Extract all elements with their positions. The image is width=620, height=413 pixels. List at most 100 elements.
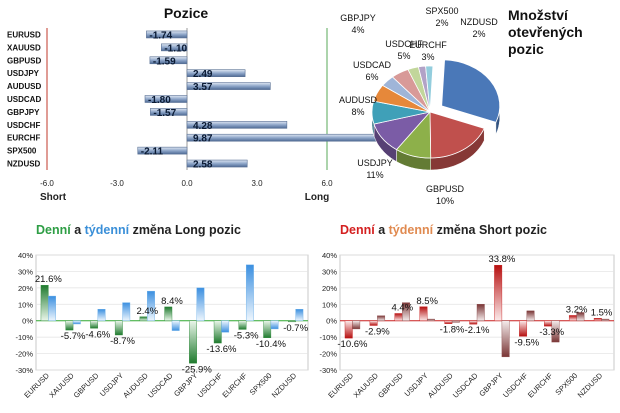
pie-label-value-eurchf: 3% xyxy=(421,52,434,62)
pie-label-name-nzdusd: NZDUSD xyxy=(460,17,498,27)
short-y-tick-label: -10% xyxy=(319,333,337,342)
pie-label-value-xauusd: 19% xyxy=(506,138,524,148)
value-label-xauusd: -1.10 xyxy=(164,43,187,54)
short-data-label-eurusd: -10.6% xyxy=(337,339,368,350)
pie-title-line: otevřených xyxy=(508,24,583,40)
long-title: Denní a týdenní změna Long pozic xyxy=(36,223,241,237)
short-bar-series1-spx500 xyxy=(568,315,577,321)
short-axis-label: Short xyxy=(40,192,67,203)
category-label-xauusd: XAUUSD xyxy=(7,43,41,52)
long-y-tick-label: -10% xyxy=(15,333,33,342)
short-x-label-nzdusd: NZDUSD xyxy=(576,371,605,400)
short-bar-series1-xauusd xyxy=(369,320,378,326)
long-bar-series2-eurchf xyxy=(245,264,254,321)
long-x-label-nzdusd: NZDUSD xyxy=(270,371,299,400)
long-data-label-gbpjpy: -25.9% xyxy=(182,364,213,375)
long-y-tick-label: 10% xyxy=(18,300,33,309)
positions-chart: Pozice EURUSD -1.74 XAUUSD -1.10 GBPUSD -1.59 U… xyxy=(7,5,418,203)
short-x-label-xauusd: XAUUSD xyxy=(352,371,381,400)
long-y-tick-label: -20% xyxy=(15,350,33,359)
pie-label-value-usdchf: 5% xyxy=(397,51,410,61)
long-y-tick-label: 40% xyxy=(18,251,33,260)
x-tick-label: 0.0 xyxy=(181,179,193,188)
short-bar-series2-nzdusd xyxy=(601,318,610,321)
short-x-label-usdcad: USDCAD xyxy=(451,371,480,400)
long-x-label-eurchf: EURCHF xyxy=(220,371,249,400)
category-label-eurchf: EURCHF xyxy=(7,134,40,143)
long-data-label-eurusd: 21.6% xyxy=(35,274,62,285)
long-data-label-usdchf: -13.6% xyxy=(206,344,237,355)
long-title-part: a xyxy=(71,223,85,237)
pie-label-value-usdjpy: 11% xyxy=(366,170,383,180)
long-bar-series2-nzdusd xyxy=(295,309,304,321)
category-label-usdcad: USDCAD xyxy=(7,95,41,104)
short-x-label-eurchf: EURCHF xyxy=(526,371,555,400)
pie-title-line: pozic xyxy=(508,41,544,57)
long-data-label-xauusd: -5.7% xyxy=(61,331,86,342)
short-title-part: a xyxy=(375,223,389,237)
long-bar-series2-gbpusd xyxy=(97,309,106,321)
short-data-label-spx500: 3.2% xyxy=(566,304,588,315)
short-data-label-gbpjpy: 33.8% xyxy=(488,254,515,265)
short-title-part: změna Short pozic xyxy=(433,223,547,237)
short-y-tick-label: 30% xyxy=(322,267,337,276)
long-x-label-xauusd: XAUUSD xyxy=(47,371,76,400)
pie-label-name-xauusd: XAUUSD xyxy=(498,126,536,136)
long-bar-series1-eurusd xyxy=(40,285,49,321)
bar-nzdusd xyxy=(186,159,248,168)
short-bar-series2-audusd xyxy=(451,320,460,323)
pie-slice-eurusd xyxy=(441,59,501,123)
short-y-tick-label: -30% xyxy=(319,366,337,375)
short-bar-series1-gbpusd xyxy=(394,313,403,321)
short-data-label-usdjpy: 8.5% xyxy=(416,296,438,307)
pie-label-value-spx500: 2% xyxy=(435,18,448,28)
pie-label-name-eurchf: EURCHF xyxy=(409,40,447,50)
value-label-audusd: 3.57 xyxy=(193,82,213,93)
short-bar-series2-gbpjpy xyxy=(501,320,510,358)
short-bar-series1-eurchf xyxy=(544,320,552,327)
long-data-label-usdjpy: -8.7% xyxy=(110,336,135,347)
pie-label-name-gbpusd: GBPUSD xyxy=(426,184,465,194)
long-y-tick-label: -30% xyxy=(15,366,33,375)
bar-spx500 xyxy=(137,146,188,155)
long-bar-series2-eurusd xyxy=(48,295,56,321)
pie-label-name-audusd: AUDUSD xyxy=(339,95,378,105)
short-bar-series2-eurusd xyxy=(352,320,361,330)
long-bar-series1-usdjpy xyxy=(114,320,123,336)
pie-slice-nzdusd xyxy=(425,65,434,113)
long-y-tick-label: 0% xyxy=(22,317,33,326)
short-y-tick-label: 0% xyxy=(326,317,337,326)
pie-label-name-usdjpy: USDJPY xyxy=(357,158,393,168)
long-bar-series1-gbpusd xyxy=(90,320,99,329)
long-bar-series1-usdcad xyxy=(164,306,173,321)
long-x-label-audusd: AUDUSD xyxy=(121,371,150,400)
long-bar-series1-audusd xyxy=(139,316,148,321)
category-label-usdjpy: USDJPY xyxy=(7,69,40,78)
short-data-label-gbpusd: 4.4% xyxy=(391,302,413,313)
short-y-tick-label: 10% xyxy=(322,300,337,309)
long-title-part: týdenní xyxy=(85,223,130,237)
short-title-part: týdenní xyxy=(389,223,434,237)
short-data-label-usdcad: -2.1% xyxy=(465,325,490,336)
bar-usdcad xyxy=(144,95,188,103)
long-bar-series2-xauusd xyxy=(72,320,81,325)
short-title-part: Denní xyxy=(340,223,375,237)
bar-usdchf xyxy=(186,121,288,129)
long-bar-series1-eurchf xyxy=(238,320,247,330)
pie-label-value-nzdusd: 2% xyxy=(472,29,485,39)
category-label-usdchf: USDCHF xyxy=(7,121,40,130)
short-bar-series1-nzdusd xyxy=(593,318,602,321)
short-bar-series2-spx500 xyxy=(576,312,585,321)
short-data-label-audusd: -1.8% xyxy=(440,325,465,336)
long-bar-series1-nzdusd xyxy=(288,320,296,323)
long-bar-series1-usdchf xyxy=(213,320,222,344)
short-title: Denní a týdenní změna Short pozic xyxy=(340,223,547,237)
long-bar-series2-usdcad xyxy=(171,320,180,331)
bar-gbpusd xyxy=(149,56,188,65)
long-data-label-gbpusd: -4.6% xyxy=(85,329,110,340)
bar-eurusd xyxy=(146,30,188,39)
value-label-gbpjpy: -1.57 xyxy=(153,108,176,119)
short-change-chart: Denní a týdenní změna Short pozic -30% -20… xyxy=(319,223,615,400)
long-bar-series2-usdjpy xyxy=(122,302,131,321)
